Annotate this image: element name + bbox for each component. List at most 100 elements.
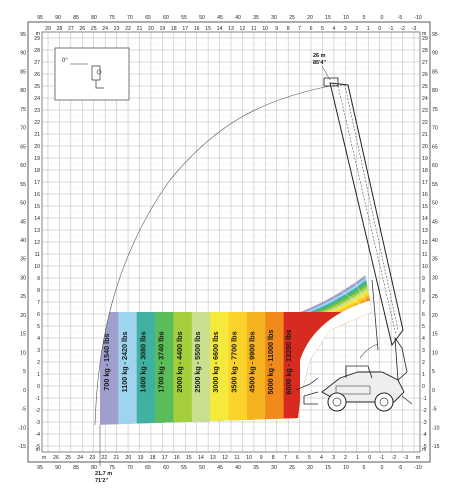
left-m-tick-label: 9 bbox=[37, 276, 40, 282]
top-ft-tick-label: 5 bbox=[363, 15, 366, 21]
right-ft-tick-label: 10 bbox=[432, 350, 438, 356]
top-m-tick-label: 18 bbox=[171, 26, 177, 32]
top-ft-tick-label: 55 bbox=[181, 15, 187, 21]
reach-annotation: 21,7 m 71'2" bbox=[95, 425, 112, 484]
top-m-tick-label: -2 bbox=[400, 26, 405, 32]
bottom-m-tick-label: -1 bbox=[379, 455, 384, 461]
left-m-tick-label: -3 bbox=[35, 420, 40, 426]
boom-outline bbox=[329, 82, 404, 347]
top-ft-tick-label: 90 bbox=[55, 15, 61, 21]
left-ft-tick-label: 40 bbox=[20, 238, 26, 244]
bottom-m-tick-label: 22 bbox=[101, 455, 107, 461]
left-ft-tick-label: 95 bbox=[20, 32, 26, 38]
max-height-ft: 85'4" bbox=[313, 60, 326, 66]
load-zone-label: 1100 kg - 2420 lbs bbox=[120, 332, 129, 393]
bottom-m-tick-label: 11 bbox=[234, 455, 239, 461]
top-ft-tick-label: 40 bbox=[235, 15, 241, 21]
right-m-tick-label: 10 bbox=[422, 264, 428, 270]
bottom-m-tick-label: 5 bbox=[308, 455, 311, 461]
right-m-tick-label: 24 bbox=[422, 96, 428, 102]
right-ft-tick-label: 20 bbox=[432, 313, 438, 319]
right-ft-tick-label: 15 bbox=[432, 332, 438, 338]
left-m-tick-label: 17 bbox=[34, 180, 40, 186]
top-ft-tick-label: 85 bbox=[73, 15, 79, 21]
bottom-ft-tick-label: 80 bbox=[91, 465, 97, 471]
right-m-tick-label: m bbox=[422, 31, 426, 37]
top-ft-tick-label: 60 bbox=[163, 15, 169, 21]
max-height-m: 26 m bbox=[313, 53, 326, 59]
bottom-m-tick-label: 0 bbox=[368, 455, 371, 461]
right-ft-tick-label: -15 bbox=[432, 444, 440, 450]
right-m-tick-label: -1 bbox=[422, 396, 427, 402]
bottom-ft-tick-label: 25 bbox=[289, 465, 295, 471]
load-zone-label: 3500 kg - 7700 lbs bbox=[229, 331, 238, 392]
left-m-tick-label: 18 bbox=[34, 168, 40, 174]
left-m-tick-label: 19 bbox=[34, 156, 40, 162]
rear-wheel bbox=[374, 392, 394, 412]
bottom-ft-tick-label: 50 bbox=[199, 465, 205, 471]
left-m-tick-label: 11 bbox=[35, 252, 40, 258]
right-m-tick-label: 16 bbox=[422, 192, 428, 198]
stabilizer-rear bbox=[401, 395, 413, 405]
left-m-tick-label: 14 bbox=[34, 216, 40, 222]
top-m-tick-label: 9 bbox=[275, 26, 278, 32]
left-m-tick-label: 28 bbox=[34, 48, 40, 54]
front-wheel-hub bbox=[332, 397, 342, 407]
left-m-tick-label: 10 bbox=[34, 264, 40, 270]
right-ft-tick-label: 70 bbox=[432, 126, 438, 132]
top-m-tick-label: 10 bbox=[262, 26, 268, 32]
top-m-tick-label: 15 bbox=[205, 26, 211, 32]
right-m-tick-label: -5 bbox=[422, 444, 427, 450]
bottom-m-tick-label: 2 bbox=[344, 455, 347, 461]
top-m-tick-label: 17 bbox=[182, 26, 188, 32]
bottom-ft-tick-label: 20 bbox=[307, 465, 313, 471]
left-m-tick-label: 7 bbox=[37, 300, 40, 306]
top-ft-tick-label: 10 bbox=[343, 15, 349, 21]
top-ft-tick-label: 45 bbox=[217, 15, 223, 21]
right-m-tick-label: -4 bbox=[422, 432, 427, 438]
left-ft-tick-label: -15 bbox=[19, 444, 27, 450]
bottom-m-tick-label: 23 bbox=[89, 455, 95, 461]
right-m-tick-label: 1 bbox=[422, 372, 425, 378]
right-m-tick-label: 7 bbox=[422, 300, 425, 306]
bottom-m-tick-label: 8 bbox=[272, 455, 275, 461]
right-ft-tick-label: 50 bbox=[432, 201, 438, 207]
top-m-tick-label: 21 bbox=[137, 26, 143, 32]
bottom-m-tick-label: 20 bbox=[126, 455, 132, 461]
load-zone-label: 5000 kg - 11000 lbs bbox=[266, 330, 275, 395]
top-m-tick-label: 2 bbox=[355, 26, 358, 32]
telehandler-drawing bbox=[295, 77, 413, 412]
right-ft-tick-label: -10 bbox=[432, 425, 440, 431]
left-ft-tick-label: 60 bbox=[20, 163, 26, 169]
left-ft-tick-label: 10 bbox=[20, 350, 26, 356]
top-m-tick-label: 1 bbox=[367, 26, 370, 32]
left-m-tick-label: 22 bbox=[34, 120, 40, 126]
rear-wheel-hub bbox=[379, 397, 389, 407]
right-m-tick-label: 4 bbox=[422, 336, 425, 342]
bottom-ft-tick-label: 90 bbox=[55, 465, 61, 471]
left-ft-tick-label: 15 bbox=[20, 332, 26, 338]
left-m-tick-label: m bbox=[36, 447, 40, 453]
right-ft-tick-label: 25 bbox=[432, 294, 438, 300]
right-m-tick-label: 11 bbox=[422, 252, 427, 258]
left-m-tick-label: 27 bbox=[34, 60, 40, 66]
cab bbox=[345, 365, 373, 379]
bottom-m-tick-label: 18 bbox=[150, 455, 156, 461]
right-ft-tick-label: 40 bbox=[432, 238, 438, 244]
top-ft-tick-label: 95 bbox=[37, 15, 43, 21]
left-m-tick-label: 2 bbox=[37, 360, 40, 366]
right-m-tick-label: -3 bbox=[422, 420, 427, 426]
load-zone-label: 6000 kg - 13200 lbs bbox=[284, 329, 293, 394]
boom-base bbox=[394, 336, 408, 381]
left-m-tick-label: 12 bbox=[34, 240, 40, 246]
cab-detail bbox=[335, 385, 371, 395]
boom-truss-inner bbox=[337, 85, 397, 336]
bottom-m-tick-label: 19 bbox=[138, 455, 144, 461]
zone-divider bbox=[146, 160, 372, 313]
right-ft-tick-label: 55 bbox=[432, 182, 438, 188]
right-m-tick-label: 8 bbox=[422, 288, 425, 294]
top-m-tick-label: 23 bbox=[114, 26, 120, 32]
bottom-m-tick-label: 26 bbox=[53, 455, 59, 461]
